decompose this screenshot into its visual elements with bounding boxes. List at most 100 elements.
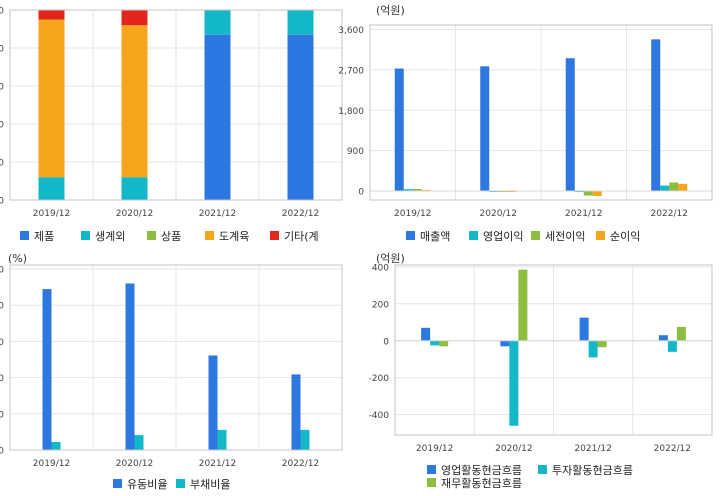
income-chart: 3,600 2,700 1,800 900 0 (억원) 2019/12 2020/12 202… — [338, 4, 713, 243]
unit-label: (억원) — [376, 252, 405, 265]
legend-swatch — [20, 231, 29, 240]
bar — [660, 185, 670, 192]
y-tick-label: -400 — [369, 411, 390, 421]
y-tick-label: 80 — [0, 45, 4, 55]
legend-label: 생계외 — [95, 230, 125, 243]
bar — [412, 189, 422, 192]
y-tick-label: 0 — [358, 188, 364, 198]
unit-label: (%) — [8, 252, 27, 265]
bar-segment — [38, 10, 65, 20]
bar-segment — [121, 10, 148, 26]
legend-swatch — [538, 465, 547, 474]
y-tick-label: 3,600 — [338, 26, 364, 36]
legend-label: 순이익 — [610, 230, 640, 243]
x-tick-label: 2021/12 — [574, 444, 611, 454]
bar — [208, 355, 218, 450]
bar-segment — [204, 34, 231, 201]
y-tick-label: 1,800 — [338, 107, 364, 117]
x-tick-label: 2020/12 — [116, 459, 153, 469]
legend-label: 투자활동현금흐름 — [552, 463, 633, 477]
x-tick-label: 2020/12 — [495, 444, 532, 454]
legend-label: 상품 — [161, 230, 181, 243]
x-tick-label: 2021/12 — [565, 209, 602, 219]
y-tick-label: 900 — [347, 147, 364, 157]
legend-swatch — [531, 231, 540, 240]
bar-segment — [287, 34, 314, 201]
legend-swatch — [113, 479, 122, 488]
legend-swatch — [147, 231, 156, 240]
bar-segment — [38, 177, 65, 200]
bar — [217, 429, 227, 450]
legend-label: 유동비율 — [127, 478, 167, 491]
bar — [51, 441, 61, 450]
bar-segment — [121, 25, 148, 178]
bar-segment — [287, 10, 314, 35]
y-tick-label: 2,700 — [338, 66, 364, 76]
bar — [300, 429, 310, 450]
legend-swatch — [205, 231, 214, 240]
legend-label: 기타(계 — [284, 230, 319, 243]
y-tick-label: 100 — [0, 7, 4, 17]
y-tick-label: 0 — [383, 337, 389, 347]
x-tick-label: 2019/12 — [394, 209, 431, 219]
x-tick-label: 2020/12 — [116, 209, 153, 219]
x-tick-label: 2022/12 — [282, 209, 319, 219]
bar-segment — [38, 19, 65, 178]
x-tick-label: 2022/12 — [651, 209, 688, 219]
x-tick-label: 2020/12 — [480, 209, 517, 219]
bar — [500, 340, 510, 347]
y-tick-label: 40 — [0, 121, 4, 131]
y-tick-label: 400 — [372, 263, 389, 273]
x-tick-label: 2022/12 — [282, 459, 319, 469]
product-mix-chart: 100 80 60 40 20 0 2019/12 2020/12 2021/12 2022/12… — [0, 7, 343, 243]
bar — [509, 340, 519, 426]
legend-swatch — [176, 479, 185, 488]
plot-frame — [394, 264, 713, 436]
bar — [125, 283, 135, 450]
bar — [583, 191, 593, 196]
legend-label: 세전이익 — [545, 230, 585, 243]
bar — [658, 335, 668, 341]
bar — [421, 189, 431, 192]
legend-label: 재무활동현금흐름 — [441, 476, 522, 490]
bar — [597, 340, 607, 348]
y-tick-label: 270 — [0, 338, 4, 348]
plot-frame — [9, 264, 343, 451]
legend-swatch — [406, 231, 415, 240]
bar — [430, 340, 440, 346]
bar — [579, 317, 589, 341]
x-tick-label: 2019/12 — [33, 209, 70, 219]
legend-swatch — [427, 465, 436, 474]
unit-label: (억원) — [376, 4, 405, 17]
y-tick-label: 20 — [0, 159, 4, 169]
bar — [403, 189, 413, 192]
legend-swatch — [270, 231, 279, 240]
bar — [565, 58, 575, 192]
y-tick-label: -200 — [369, 374, 390, 384]
bar — [669, 182, 679, 192]
bar — [676, 326, 686, 341]
plot-frame — [9, 9, 343, 201]
y-tick-label: 0 — [0, 447, 4, 457]
bar — [651, 39, 661, 192]
y-tick-label: 450 — [0, 266, 4, 276]
bar — [421, 327, 431, 341]
legend-swatch — [427, 478, 436, 487]
y-tick-label: 180 — [0, 374, 4, 384]
legend-swatch — [469, 231, 478, 240]
x-tick-label: 2019/12 — [416, 444, 453, 454]
ratio-chart: 450 360 270 180 90 0 (%) 2019/12 2020/12 2021/12 2… — [0, 252, 343, 491]
y-tick-label: 60 — [0, 83, 4, 93]
legend-swatch — [81, 231, 90, 240]
bar-segment — [204, 10, 231, 35]
bar — [667, 340, 677, 352]
bar — [518, 269, 528, 341]
legend-swatch — [596, 231, 605, 240]
plot-frame — [369, 24, 713, 201]
y-tick-label: 200 — [372, 300, 389, 310]
x-tick-label: 2021/12 — [199, 459, 236, 469]
bar — [480, 66, 490, 192]
bar — [439, 340, 449, 347]
legend-label: 부채비율 — [190, 478, 230, 491]
